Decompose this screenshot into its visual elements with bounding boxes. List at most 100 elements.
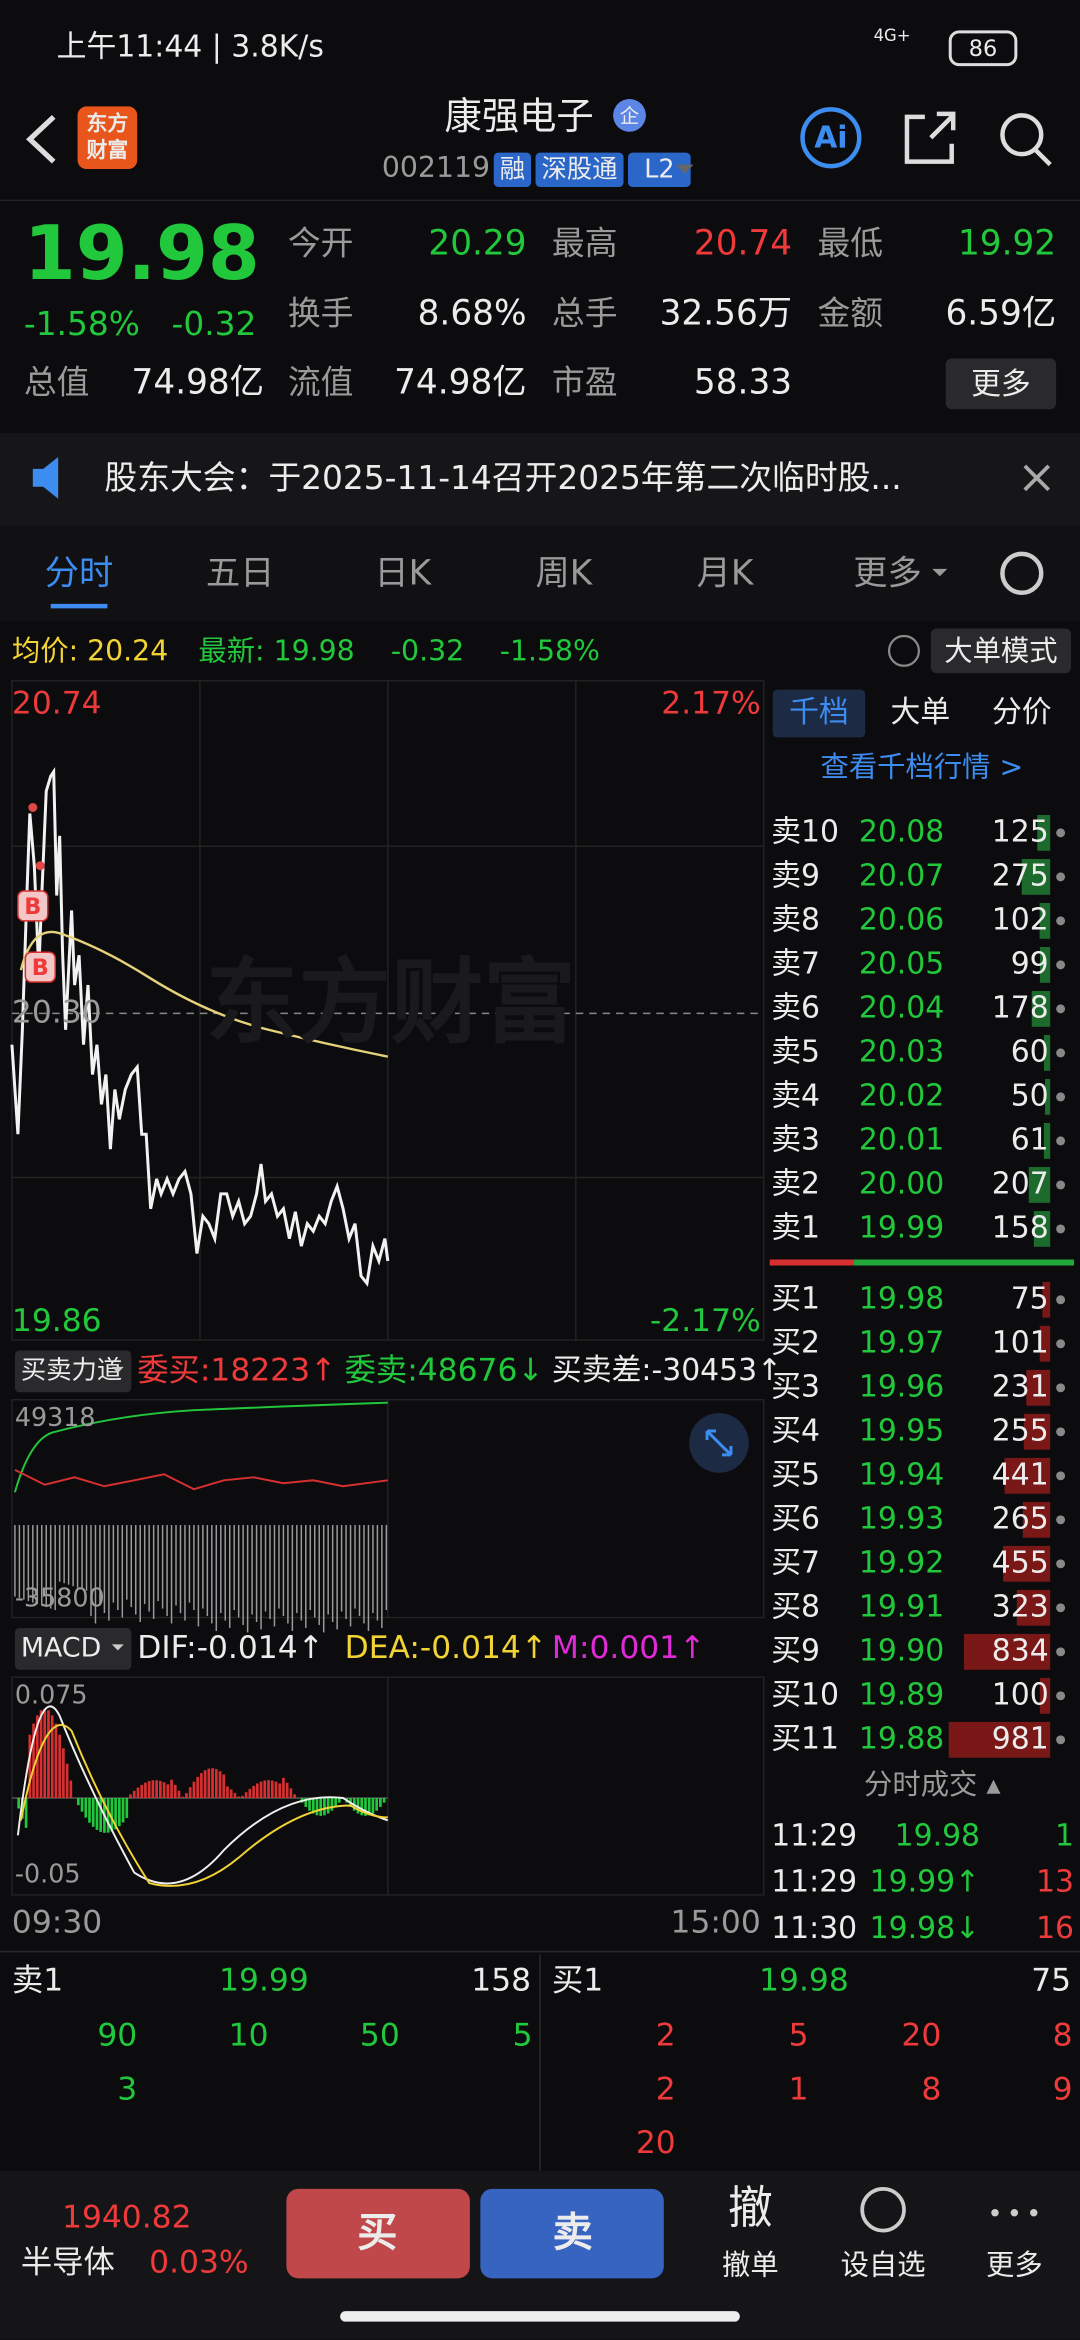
price: 19.98 — [24, 210, 260, 297]
level-dot — [1056, 1136, 1066, 1146]
more[interactable]: 更多 — [986, 2248, 1043, 2281]
volume-bar — [1039, 1325, 1051, 1362]
queue-order: 2 — [656, 2018, 676, 2054]
help-icon[interactable] — [887, 634, 921, 667]
badge: 企 — [620, 104, 639, 127]
volume-bar — [1022, 1501, 1051, 1538]
trades-title: 分时成交 ▴ — [864, 1768, 1001, 1801]
dropdown — [932, 568, 948, 577]
level-dot — [1056, 1735, 1066, 1745]
sell-button[interactable] — [480, 2188, 664, 2279]
search-button[interactable] — [1000, 113, 1044, 157]
marker-bg — [17, 890, 49, 922]
pct-min: -2.17% — [650, 1303, 761, 1339]
level-volume: 125 — [992, 814, 1049, 849]
mode[interactable]: 大单模式 — [944, 634, 1057, 667]
indicator-select[interactable] — [14, 1350, 132, 1393]
cancel-icon[interactable]: 撤 — [728, 2181, 773, 2234]
field-label: 市盈 — [552, 363, 618, 401]
tab[interactable]: 日K — [374, 553, 432, 593]
force-bars — [14, 1525, 388, 1633]
stock-code: 002119 — [382, 151, 490, 184]
level-volume: 265 — [992, 1501, 1049, 1536]
cancel[interactable]: 撤单 — [722, 2248, 779, 2281]
battery: 86 — [969, 36, 997, 62]
volume-bar — [1044, 1079, 1051, 1115]
y-top: 0.075 — [15, 1680, 88, 1710]
volume-bar — [1043, 1035, 1051, 1071]
buy[interactable]: 买 — [357, 2210, 397, 2256]
field-value: 74.98亿 — [394, 362, 526, 402]
change-pct: -1.58% — [24, 305, 140, 343]
tab[interactable]: 更多 — [853, 553, 922, 593]
level-price: 20.04 — [859, 990, 944, 1025]
buy-button[interactable] — [286, 2188, 470, 2279]
level-dot — [1056, 960, 1066, 970]
watch-icon[interactable] — [860, 2186, 906, 2233]
sell[interactable]: 卖 — [553, 2210, 593, 2256]
index-name: 半导体 — [21, 2244, 115, 2280]
y-max: 20.74 — [12, 686, 102, 722]
queue-order: 20 — [901, 2018, 941, 2054]
queue-order: 1 — [789, 2071, 809, 2107]
order-tab[interactable]: 分价 — [992, 695, 1052, 730]
settings-button[interactable] — [1000, 551, 1044, 595]
level-price: 20.06 — [859, 902, 944, 937]
index-value: 1940.82 — [62, 2200, 192, 2236]
level-dot — [1056, 1471, 1066, 1481]
level: 买2 — [771, 1325, 820, 1360]
level: 买1 — [771, 1281, 820, 1316]
trade-dot — [28, 803, 38, 812]
level-dot — [1056, 1004, 1066, 1014]
mode-button[interactable] — [930, 628, 1072, 674]
level-volume: 101 — [992, 1325, 1049, 1360]
level-price: 19.88 — [859, 1721, 944, 1756]
trade-volume: 13 — [1036, 1865, 1074, 1900]
volume-bar — [1023, 1413, 1051, 1450]
volume-bar — [1043, 1123, 1051, 1159]
tab[interactable]: 月K — [697, 553, 755, 593]
back-button[interactable] — [26, 114, 56, 164]
level-dot — [1056, 872, 1066, 882]
ai-button[interactable] — [800, 107, 862, 169]
tab[interactable]: 五日 — [206, 553, 275, 593]
prev-close: 20.30 — [12, 994, 102, 1030]
level: 卖5 — [771, 1034, 820, 1069]
diff: 买卖差:-30453↑ — [552, 1353, 782, 1388]
level-price: 19.95 — [859, 1413, 944, 1448]
order-tab[interactable]: 大单 — [891, 695, 951, 730]
level-price: 19.96 — [859, 1369, 944, 1404]
level: 卖1 — [771, 1210, 820, 1245]
tab[interactable]: 分时 — [45, 553, 114, 593]
volume-bar — [1037, 814, 1051, 851]
depth-link[interactable]: 查看千档行情 > — [821, 751, 1024, 784]
tag-bg — [535, 152, 624, 187]
level-volume: 441 — [992, 1457, 1049, 1492]
order-tab[interactable]: 千档 — [789, 695, 849, 730]
field-value: 19.92 — [958, 224, 1056, 264]
level: 买6 — [771, 1501, 820, 1536]
share-button[interactable] — [904, 111, 956, 164]
level-volume: 60 — [1011, 1034, 1049, 1069]
stock-name: 康强电子 — [445, 94, 594, 138]
dropdown — [675, 164, 694, 174]
level-dot — [1056, 1559, 1066, 1569]
order-tab-active[interactable] — [772, 689, 866, 738]
more[interactable]: 更多 — [971, 367, 1031, 402]
price-line — [10, 766, 390, 1287]
pct-max: 2.17% — [661, 686, 760, 722]
macd-select[interactable] — [14, 1627, 132, 1670]
tag: L2 — [644, 154, 674, 184]
watermark: 东方财富 — [206, 948, 576, 1056]
close-notice[interactable] — [1023, 464, 1050, 492]
more-button[interactable] — [945, 358, 1057, 410]
trade-price: 19.98 — [895, 1818, 980, 1853]
level-dot — [1056, 1092, 1066, 1102]
ask-volume: 委卖:48676↓ — [345, 1352, 544, 1388]
tab[interactable]: 周K — [535, 553, 593, 593]
queue-order: 5 — [789, 2018, 809, 2054]
volume-bar — [1026, 1369, 1051, 1406]
level-price: 19.91 — [859, 1589, 944, 1624]
watch[interactable]: 设自选 — [841, 2248, 926, 2281]
level-dot — [1056, 1603, 1066, 1613]
